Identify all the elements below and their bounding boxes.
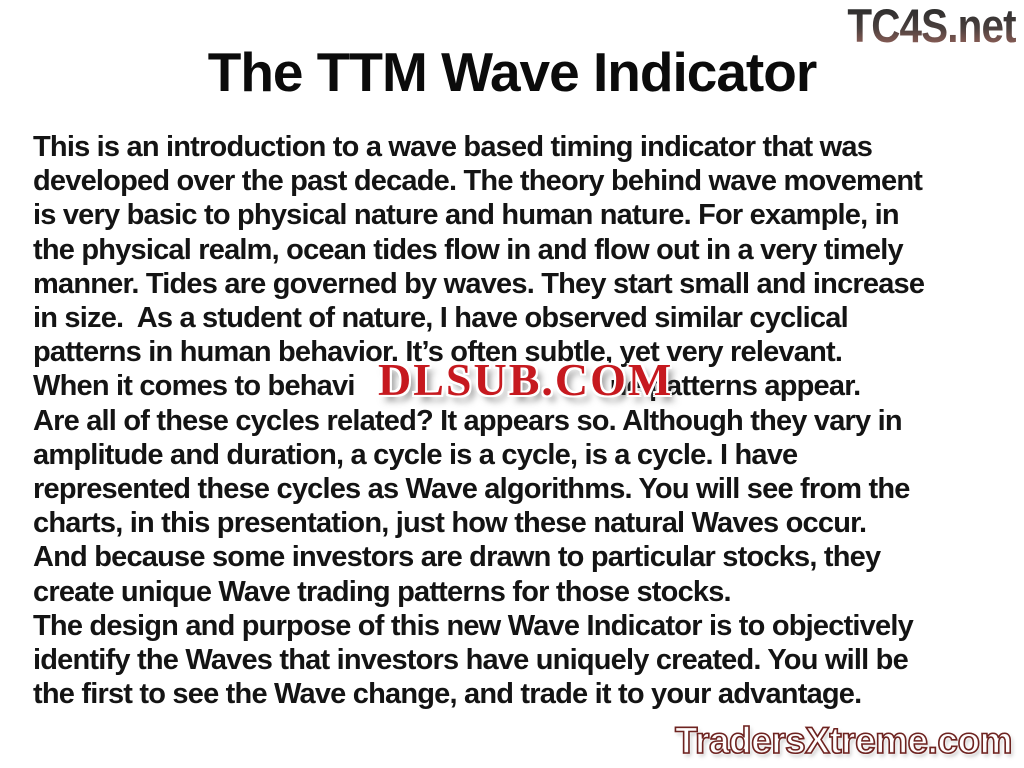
body-line: the first to see the Wave change, and tr… [33,678,862,711]
body-line: And because some investors are drawn to … [33,541,881,574]
body-line: This is an introduction to a wave based … [33,131,873,163]
body-line: The design and purpose of this new Wave … [33,609,914,642]
body-line-prefix: When it comes to behavi [33,370,355,403]
body-line: patterns in human behavior. It’s often s… [33,336,843,369]
body-line-suffix: ne patterns appear. [609,370,862,403]
body-line: identify the Waves that investors have u… [33,644,909,677]
body-line-obscured: When it comes to behavi ne patterns appea… [33,369,1008,403]
dlsub-watermark-stamp: DLSUB.COM [378,354,674,405]
body-line: developed over the past decade. The theo… [33,165,923,198]
body-line: is very basic to physical nature and hum… [33,199,900,232]
tc4s-watermark-logo: TC4S.net [847,0,1017,52]
slide-body-text: This is an introduction to a wave based … [33,130,1008,711]
slide-title: The TTM Wave Indicator [207,41,818,103]
body-line: create unique Wave trading patterns for … [33,575,732,608]
body-line: charts, in this presentation, just how t… [33,507,867,540]
body-line: Are all of these cycles related? It appe… [33,404,903,437]
tradersxtreme-watermark-logo: TradersXtreme.com [674,720,1013,763]
body-line: amplitude and duration, a cycle is a cyc… [33,438,798,471]
body-line: the physical realm, ocean tides flow in … [33,233,904,266]
body-line: manner. Tides are governed by waves. The… [33,267,925,300]
body-line: in size. As a student of nature, I have … [33,302,849,335]
body-line: represented these cycles as Wave algorit… [33,473,910,506]
